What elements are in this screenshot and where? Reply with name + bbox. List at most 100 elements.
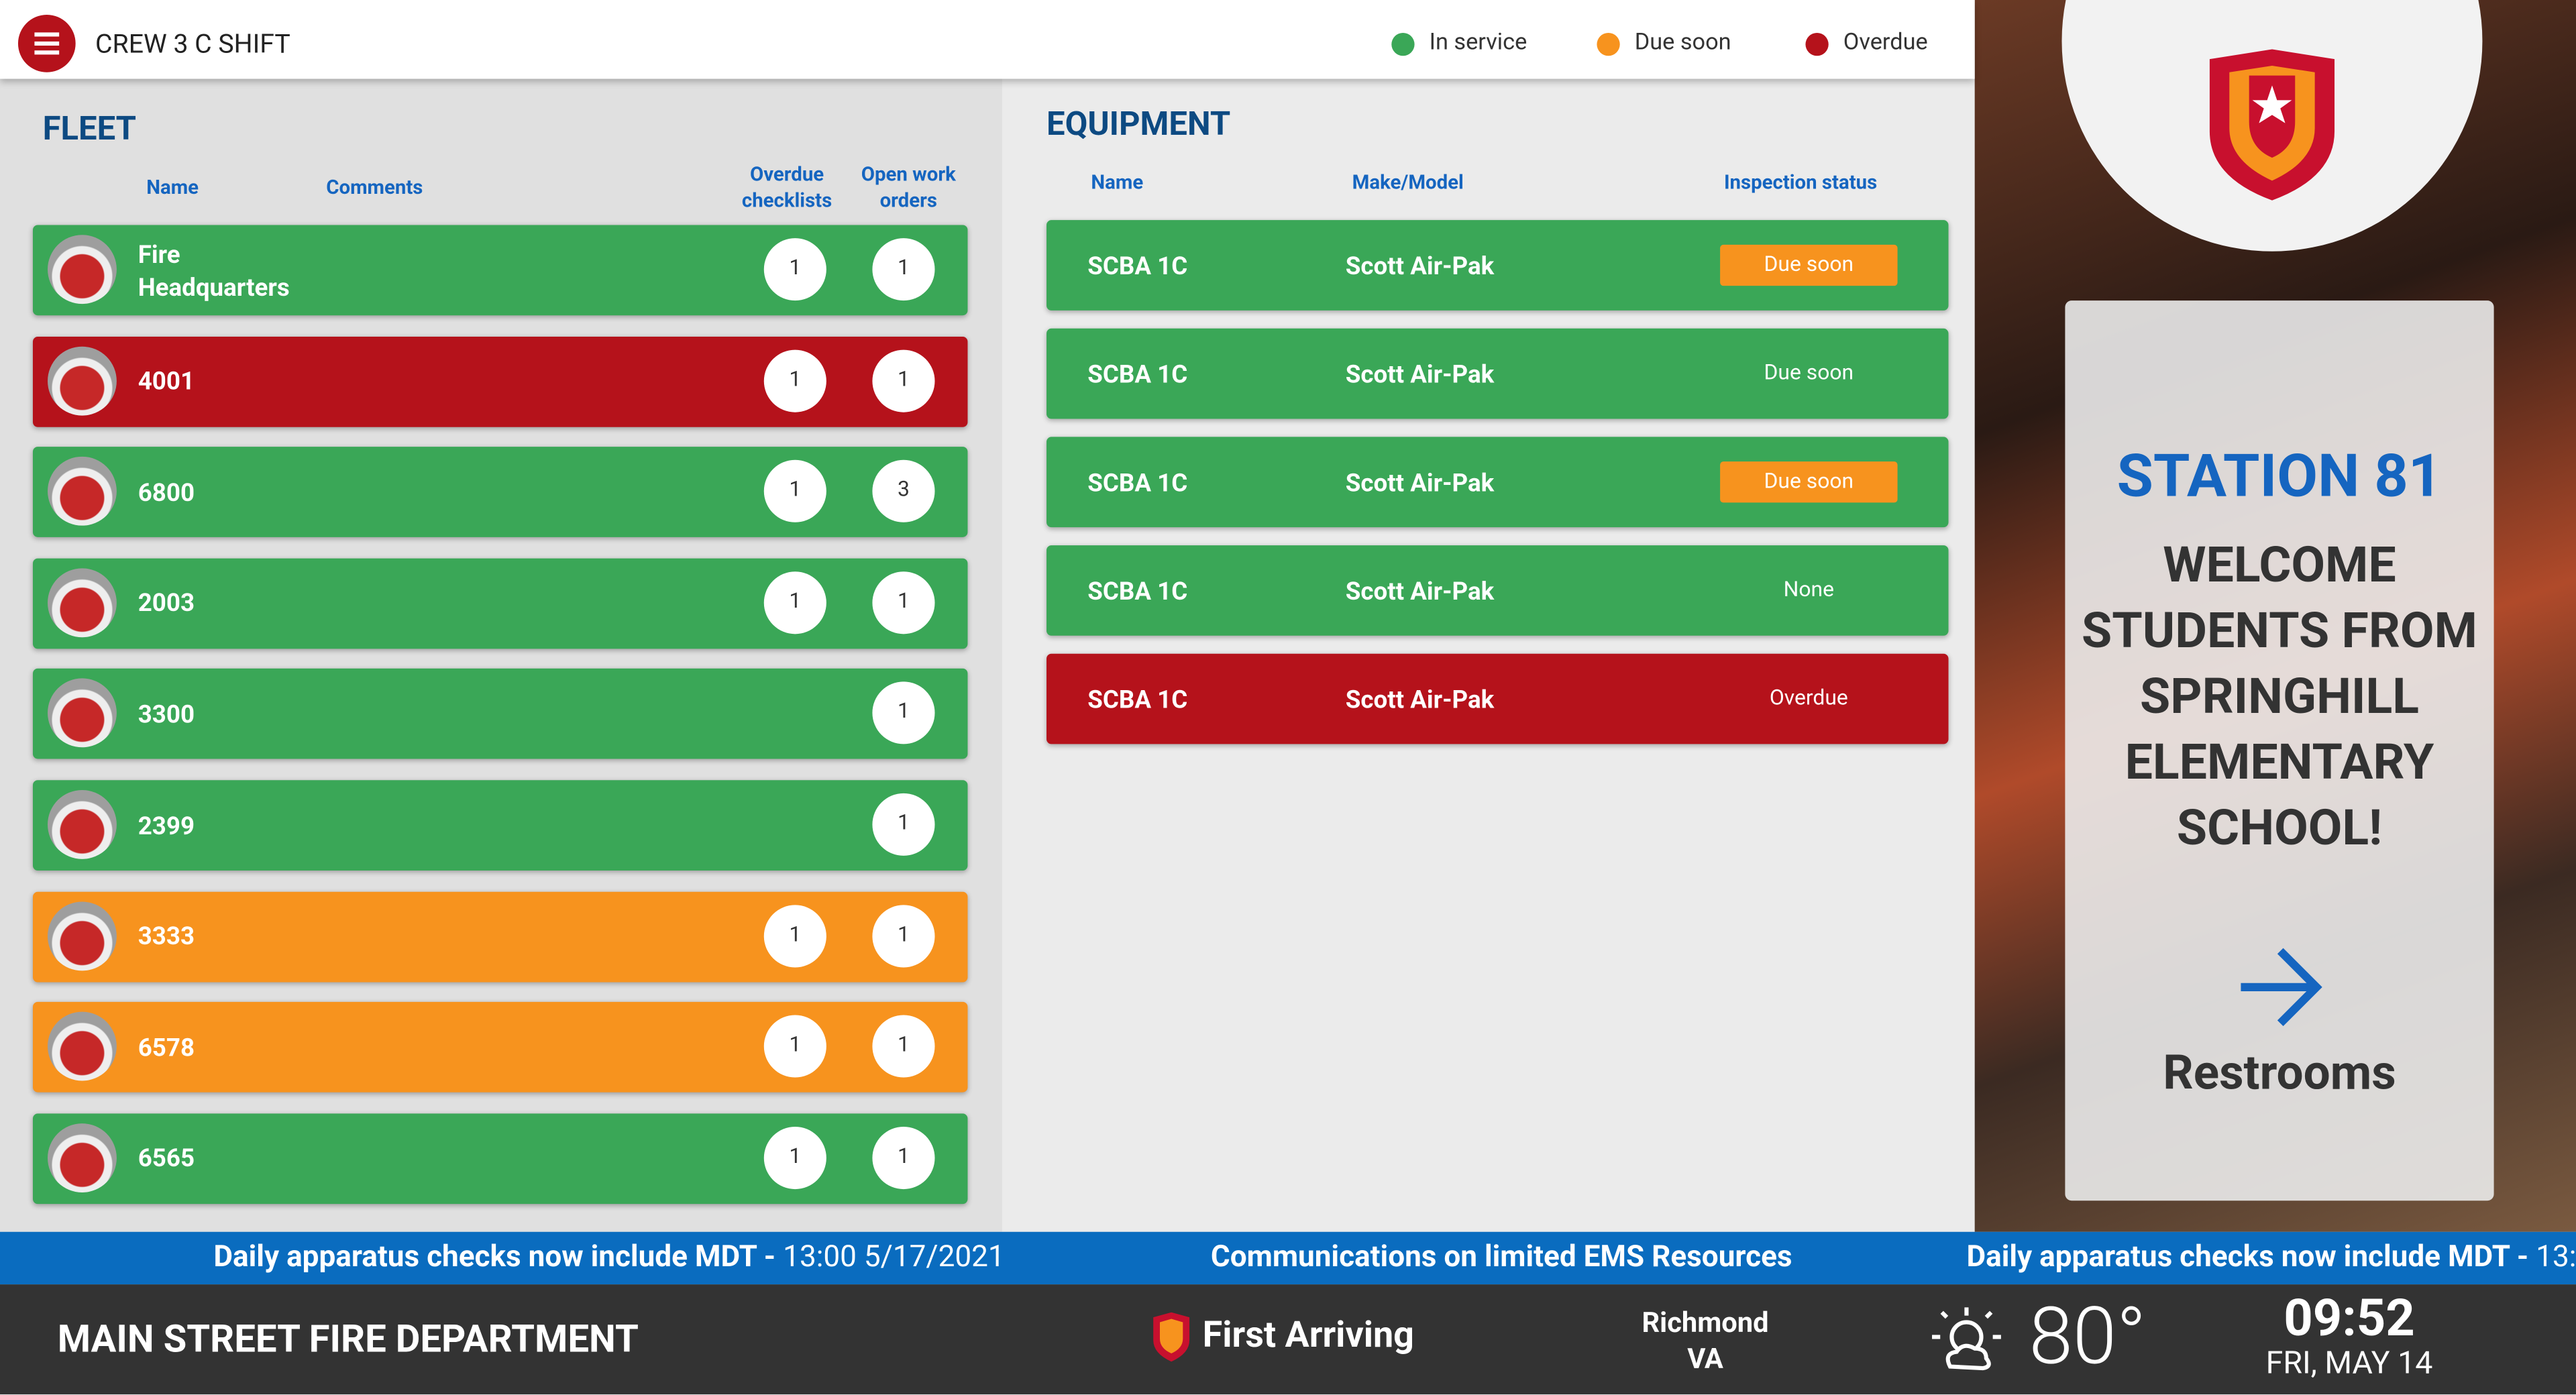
equipment-model: Scott Air-Pak bbox=[1345, 251, 1495, 281]
brand-name: First Arriving bbox=[1202, 1315, 1414, 1357]
ticker-item: Daily apparatus checks now include MDT -… bbox=[213, 1232, 1004, 1284]
column-header: Inspection status bbox=[1723, 170, 1878, 194]
fleet-row[interactable]: 2003 1 1 bbox=[32, 558, 968, 649]
column-header: Overdue checklists bbox=[741, 162, 833, 212]
column-header: Make/Model bbox=[1352, 170, 1464, 194]
station-logo bbox=[2209, 49, 2335, 201]
open-work-orders: 3 bbox=[872, 460, 935, 523]
fleet-title: FLEET bbox=[42, 108, 136, 148]
equipment-row[interactable]: SCBA 1C Scott Air-Pak Due soon bbox=[1046, 220, 1949, 311]
fleet-row[interactable]: Fire Headquarters 1 1 bbox=[32, 225, 968, 316]
ticker-headline: Daily apparatus checks now include MDT - bbox=[213, 1239, 776, 1275]
header: CREW 3 C SHIFT In service Due soon Overdue bbox=[0, 0, 1975, 79]
overdue-checklists: 1 bbox=[763, 1015, 826, 1078]
vehicle-avatar bbox=[48, 901, 117, 970]
equipment-row[interactable]: SCBA 1C Scott Air-Pak Due soon bbox=[1046, 328, 1949, 419]
equipment-row[interactable]: SCBA 1C Scott Air-Pak None bbox=[1046, 545, 1949, 636]
equipment-row[interactable]: SCBA 1C Scott Air-Pak Due soon bbox=[1046, 437, 1949, 528]
ticker-headline: Daily apparatus checks now include MDT - bbox=[1966, 1239, 2529, 1275]
equipment-model: Scott Air-Pak bbox=[1345, 685, 1495, 715]
inspection-status: Due soon bbox=[1720, 244, 1898, 286]
equipment-name: SCBA 1C bbox=[1087, 685, 1188, 715]
arrow-icon bbox=[2240, 948, 2322, 1027]
legend-label: In service bbox=[1429, 30, 1527, 56]
column-header: Comments bbox=[326, 176, 423, 199]
direction-label: Restrooms bbox=[2163, 1046, 2396, 1103]
station-name: STATION 81 bbox=[2116, 441, 2443, 511]
legend-dot bbox=[1597, 32, 1620, 56]
vehicle-avatar bbox=[48, 1012, 117, 1081]
fleet-row[interactable]: 2399 1 bbox=[32, 780, 968, 871]
signage-card: STATION 81 WELCOME STUDENTS FROM SPRINGH… bbox=[2065, 300, 2494, 1201]
vehicle-name: 3300 bbox=[138, 700, 195, 730]
fleet-row[interactable]: 6800 1 3 bbox=[32, 447, 968, 538]
column-header: Name bbox=[146, 176, 199, 199]
state: VA bbox=[1687, 1343, 1723, 1377]
vehicle-name: 6578 bbox=[138, 1032, 195, 1062]
vehicle-name: 3333 bbox=[138, 922, 195, 952]
department-name: MAIN STREET FIRE DEPARTMENT bbox=[57, 1317, 639, 1362]
inspection-status: Overdue bbox=[1769, 686, 1848, 712]
vehicle-name: 2003 bbox=[138, 588, 195, 618]
column-header: Open work orders bbox=[861, 162, 956, 212]
legend-label: Overdue bbox=[1843, 30, 1928, 56]
temperature: 80° bbox=[2029, 1289, 2147, 1384]
footer: MAIN STREET FIRE DEPARTMENT First Arrivi… bbox=[0, 1284, 2576, 1395]
news-ticker: Daily apparatus checks now include MDT -… bbox=[0, 1231, 2576, 1285]
shift-title: CREW 3 C SHIFT bbox=[95, 27, 290, 60]
open-work-orders: 1 bbox=[872, 349, 935, 412]
overdue-checklists: 1 bbox=[763, 904, 826, 967]
city: Richmond bbox=[1642, 1307, 1769, 1341]
equipment-model: Scott Air-Pak bbox=[1345, 576, 1495, 606]
fleet-row[interactable]: 6565 1 1 bbox=[32, 1113, 968, 1204]
open-work-orders: 1 bbox=[872, 238, 935, 301]
legend-label: Due soon bbox=[1634, 30, 1731, 56]
ticker-time: 13:00 5/17/2021 bbox=[2536, 1239, 2576, 1275]
vehicle-avatar bbox=[48, 789, 117, 859]
menu-button[interactable] bbox=[17, 15, 76, 72]
fleet-row[interactable]: 3333 1 1 bbox=[32, 891, 968, 982]
vehicle-name: 6565 bbox=[138, 1143, 195, 1174]
vehicle-avatar bbox=[48, 345, 117, 415]
legend-dot bbox=[1391, 32, 1415, 56]
equipment-model: Scott Air-Pak bbox=[1345, 359, 1495, 390]
vehicle-avatar bbox=[48, 235, 117, 304]
location: Richmond VA bbox=[1623, 1306, 1788, 1378]
overdue-checklists: 1 bbox=[763, 1126, 826, 1189]
clock-date: FRI, MAY 14 bbox=[2265, 1343, 2433, 1382]
fleet-row[interactable]: 4001 1 1 bbox=[32, 336, 968, 427]
vehicle-name: 2399 bbox=[138, 810, 195, 840]
equipment-name: SCBA 1C bbox=[1087, 251, 1188, 281]
ticker-item: Communications on limited EMS Resources bbox=[1210, 1239, 1792, 1275]
menu-icon bbox=[34, 32, 60, 55]
open-work-orders: 1 bbox=[872, 793, 935, 856]
ticker-time: 13:00 5/17/2021 bbox=[783, 1239, 1005, 1275]
vehicle-name: 6800 bbox=[138, 477, 195, 507]
inspection-status: Due soon bbox=[1764, 361, 1854, 386]
inspection-status: None bbox=[1783, 578, 1835, 603]
clock-time: 09:52 bbox=[2284, 1288, 2415, 1349]
inspection-status: Due soon bbox=[1720, 461, 1898, 503]
fleet-row[interactable]: 6578 1 1 bbox=[32, 1002, 968, 1093]
logo-circle bbox=[2061, 0, 2483, 252]
open-work-orders: 1 bbox=[872, 904, 935, 967]
open-work-orders: 1 bbox=[872, 1015, 935, 1078]
vehicle-name: 4001 bbox=[138, 366, 195, 396]
brand-logo bbox=[1153, 1312, 1190, 1362]
overdue-checklists: 1 bbox=[763, 571, 826, 634]
weather-icon bbox=[1932, 1307, 2001, 1371]
overdue-checklists: 1 bbox=[763, 349, 826, 412]
open-work-orders: 1 bbox=[872, 571, 935, 634]
overdue-checklists: 1 bbox=[763, 460, 826, 523]
equipment-title: EQUIPMENT bbox=[1046, 103, 1231, 144]
ticker-item: Daily apparatus checks now include MDT -… bbox=[1966, 1232, 2576, 1284]
equipment-name: SCBA 1C bbox=[1087, 359, 1188, 390]
equipment-name: SCBA 1C bbox=[1087, 576, 1188, 606]
fleet-row[interactable]: 3300 1 bbox=[32, 669, 968, 760]
column-header: Name bbox=[1091, 170, 1144, 194]
equipment-row[interactable]: SCBA 1C Scott Air-Pak Overdue bbox=[1046, 653, 1949, 744]
vehicle-avatar bbox=[48, 567, 117, 637]
open-work-orders: 1 bbox=[872, 682, 935, 745]
